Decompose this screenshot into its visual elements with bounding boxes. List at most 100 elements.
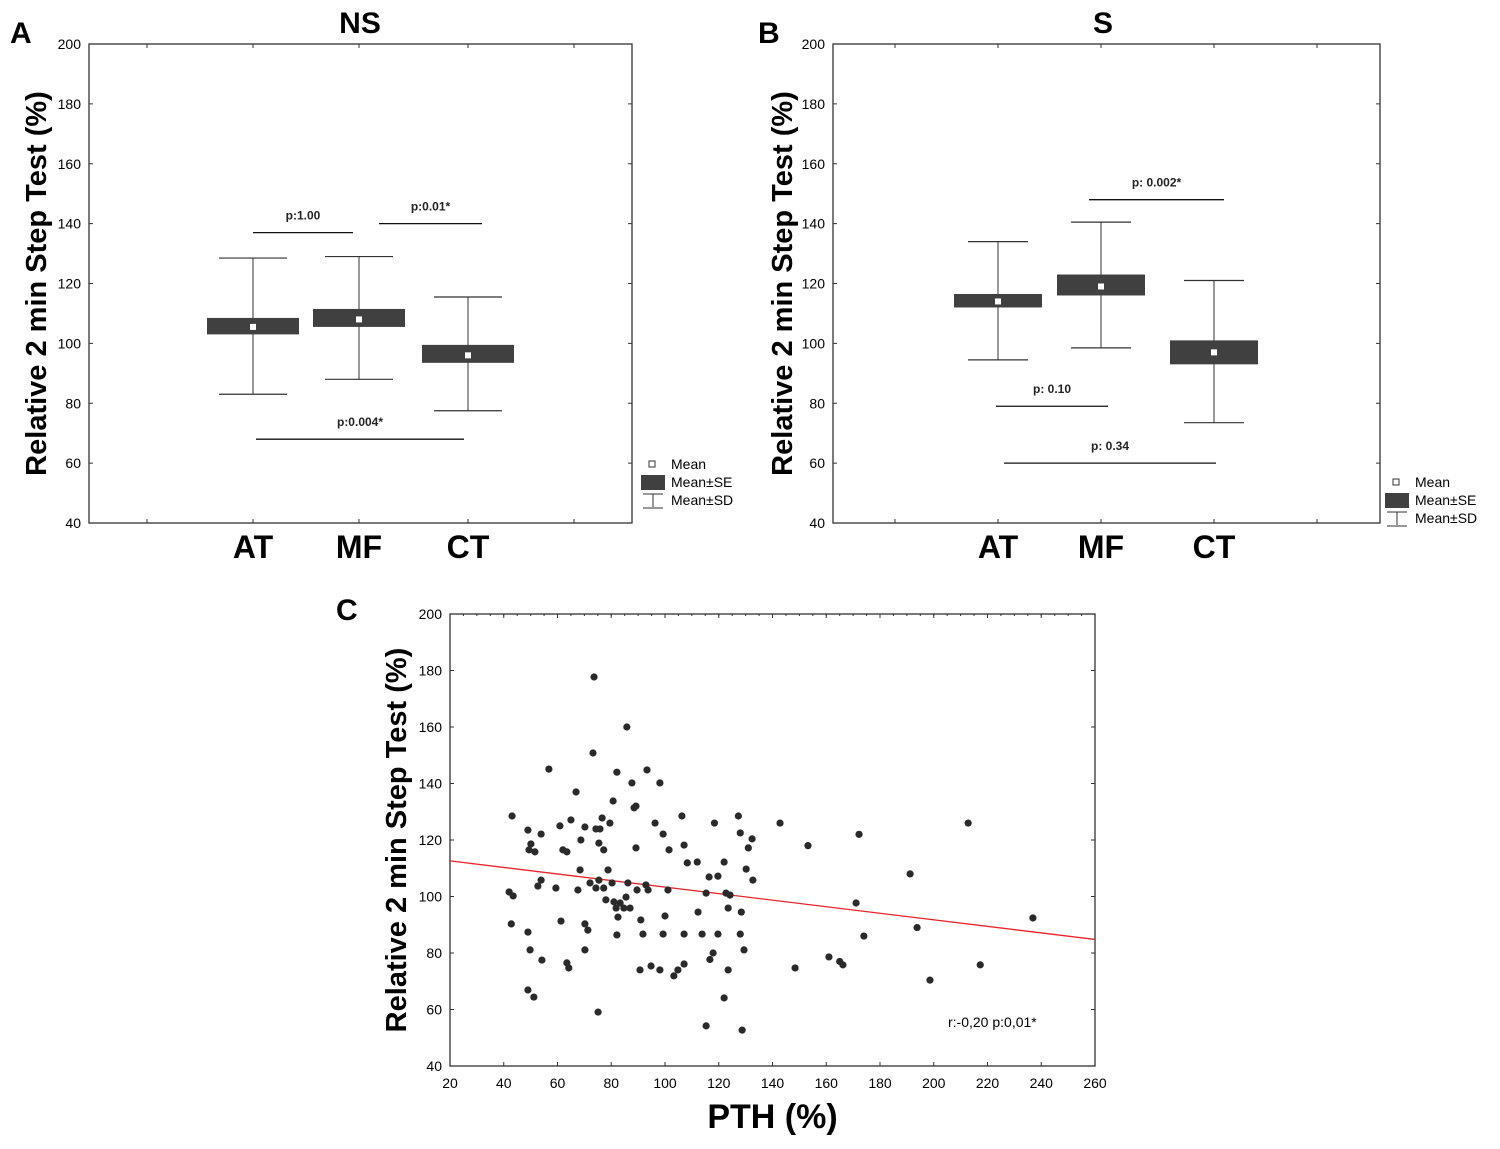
data-point	[702, 889, 710, 897]
y-tick-label: 120	[802, 276, 826, 292]
data-point	[595, 876, 603, 884]
y-tick-label: 100	[58, 335, 82, 351]
data-point	[855, 830, 863, 838]
data-point	[584, 926, 592, 934]
y-axis-title: Relative 2 min Step Test (%)	[21, 91, 53, 476]
panel-a-box-plot: A NS 40 60 80 100 120 140 160 180 200 Relative 2 mi…	[10, 7, 733, 565]
panel-title: S	[1093, 7, 1113, 40]
data-point	[574, 886, 582, 894]
data-point	[537, 830, 545, 838]
y-tick-label: 80	[426, 945, 442, 961]
x-tick-label: 240	[1030, 1075, 1054, 1091]
data-point	[722, 889, 730, 897]
data-point	[804, 842, 812, 850]
x-axis-title: PTH (%)	[707, 1098, 837, 1136]
data-point	[598, 814, 606, 822]
data-point	[592, 884, 600, 892]
legend-label-se: Mean±SE	[1415, 492, 1476, 508]
data-point	[659, 830, 667, 838]
panel-b-box-plot: B S 40 60 80 100 120 140 160 180 200 Relative 2 min…	[758, 7, 1477, 565]
p-value-label: p:1.00	[286, 209, 321, 223]
data-point	[737, 908, 745, 916]
data-point	[556, 822, 564, 830]
y-axis-title: Relative 2 min Step Test (%)	[381, 648, 413, 1033]
data-point	[613, 931, 621, 939]
data-point	[643, 766, 651, 774]
y-tick-label: 60	[426, 1002, 442, 1018]
panel-title: NS	[339, 7, 381, 40]
data-point	[538, 956, 546, 964]
data-point	[581, 946, 589, 954]
data-point	[670, 972, 678, 980]
category-label-at: AT	[978, 529, 1019, 565]
data-point	[630, 804, 638, 812]
data-point	[724, 966, 732, 974]
data-point	[530, 993, 538, 1001]
y-tick-label: 80	[809, 395, 825, 411]
category-label-at: AT	[233, 529, 274, 565]
x-tick-label: 180	[868, 1075, 892, 1091]
data-point	[572, 788, 580, 796]
data-point	[624, 879, 632, 887]
data-point	[736, 930, 744, 938]
x-tick-label: 100	[653, 1075, 677, 1091]
data-point	[622, 893, 630, 901]
data-point	[616, 899, 624, 907]
data-point	[678, 812, 686, 820]
data-point	[596, 825, 604, 833]
data-point	[647, 962, 655, 970]
y-axis-title: Relative 2 min Step Test (%)	[767, 91, 799, 476]
data-point	[508, 812, 516, 820]
x-tick-label: 80	[603, 1075, 619, 1091]
category-label-mf: MF	[336, 529, 382, 565]
data-point	[714, 872, 722, 880]
data-point	[656, 779, 664, 787]
data-point	[714, 930, 722, 938]
data-point	[651, 819, 659, 827]
data-point	[623, 723, 631, 731]
data-point	[736, 829, 744, 837]
y-tick-label: 160	[58, 156, 82, 172]
data-point	[748, 835, 756, 843]
panel-letter: B	[758, 17, 780, 50]
data-point	[577, 836, 585, 844]
data-point	[636, 966, 644, 974]
x-tick-label: 60	[550, 1075, 566, 1091]
data-point	[600, 846, 608, 854]
y-tick-label: 140	[58, 216, 82, 232]
data-point	[749, 876, 757, 884]
data-point	[637, 916, 645, 924]
data-point	[860, 932, 868, 940]
legend-label-sd: Mean±SD	[1415, 510, 1477, 526]
data-point	[576, 866, 584, 874]
data-point	[545, 765, 553, 773]
legend-label-se: Mean±SE	[671, 474, 732, 490]
data-point	[720, 858, 728, 866]
data-point	[602, 896, 610, 904]
data-point	[698, 930, 706, 938]
y-tick-label: 140	[419, 776, 443, 792]
data-point	[661, 912, 669, 920]
y-tick-label: 140	[802, 216, 826, 232]
data-point	[742, 865, 750, 873]
y-tick-label: 180	[58, 96, 82, 112]
legend-mean-marker	[648, 460, 656, 468]
mean-marker-at	[995, 298, 1001, 305]
y-tick-label: 60	[65, 455, 81, 471]
data-point	[664, 886, 672, 894]
y-tick-label: 160	[802, 156, 826, 172]
data-point	[680, 930, 688, 938]
data-point	[680, 841, 688, 849]
correlation-annotation: r:-0,20 p:0,01*	[948, 1014, 1037, 1030]
data-point	[706, 955, 714, 964]
data-point	[620, 904, 628, 912]
data-point	[702, 1022, 710, 1030]
category-label-mf: MF	[1078, 529, 1124, 565]
y-tick-label: 120	[58, 276, 82, 292]
mean-marker-at	[250, 323, 256, 330]
data-point	[590, 673, 598, 681]
y-tick-label: 100	[419, 889, 443, 905]
data-point	[964, 819, 972, 827]
